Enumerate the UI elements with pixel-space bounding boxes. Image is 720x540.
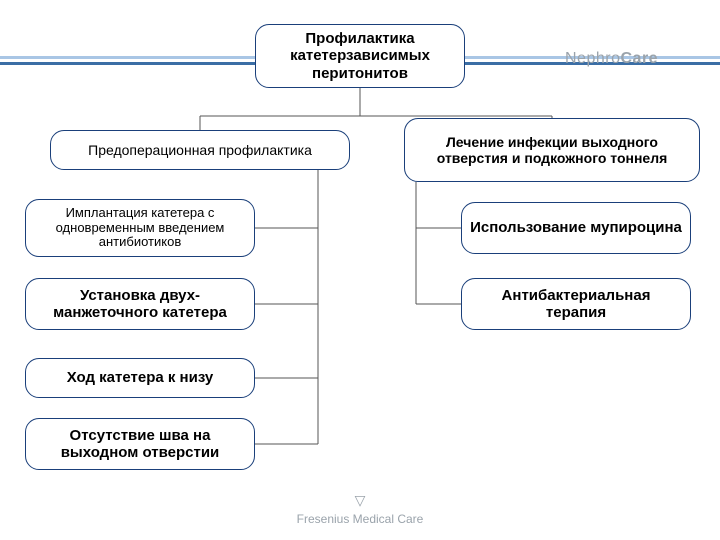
node-l3-label: Ход катетера к низу bbox=[67, 369, 214, 386]
brand-nephro-prefix: Nephro bbox=[565, 50, 620, 67]
node-right-label: Лечение инфекции выходного отверстия и п… bbox=[413, 134, 691, 166]
node-root-label: Профилактика катетерзависимых перитонито… bbox=[264, 30, 456, 82]
brand-nephrocare: NephroCare bbox=[565, 50, 658, 68]
brand-nephro-suffix: Care bbox=[620, 50, 658, 67]
brand-fresenius: Fresenius Medical Care bbox=[270, 512, 450, 526]
node-l4: Отсутствие шва на выходном отверстии bbox=[25, 418, 255, 470]
node-root: Профилактика катетерзависимых перитонито… bbox=[255, 24, 465, 88]
node-right: Лечение инфекции выходного отверстия и п… bbox=[404, 118, 700, 182]
node-l4-label: Отсутствие шва на выходном отверстии bbox=[34, 427, 246, 462]
node-l1-label: Имплантация катетера с одновременным вве… bbox=[34, 206, 246, 251]
node-r2-label: Антибактериальная терапия bbox=[470, 287, 682, 322]
node-l2: Установка двух-манжеточного катетера bbox=[25, 278, 255, 330]
node-l3: Ход катетера к низу bbox=[25, 358, 255, 398]
node-r2: Антибактериальная терапия bbox=[461, 278, 691, 330]
node-r1-label: Использование мупироцина bbox=[470, 219, 682, 236]
node-left-label: Предоперационная профилактика bbox=[88, 142, 312, 158]
node-r1: Использование мупироцина bbox=[461, 202, 691, 254]
brand-triangle-icon: ▽ bbox=[350, 492, 370, 509]
node-l1: Имплантация катетера с одновременным вве… bbox=[25, 199, 255, 257]
node-left: Предоперационная профилактика bbox=[50, 130, 350, 170]
node-l2-label: Установка двух-манжеточного катетера bbox=[34, 287, 246, 322]
